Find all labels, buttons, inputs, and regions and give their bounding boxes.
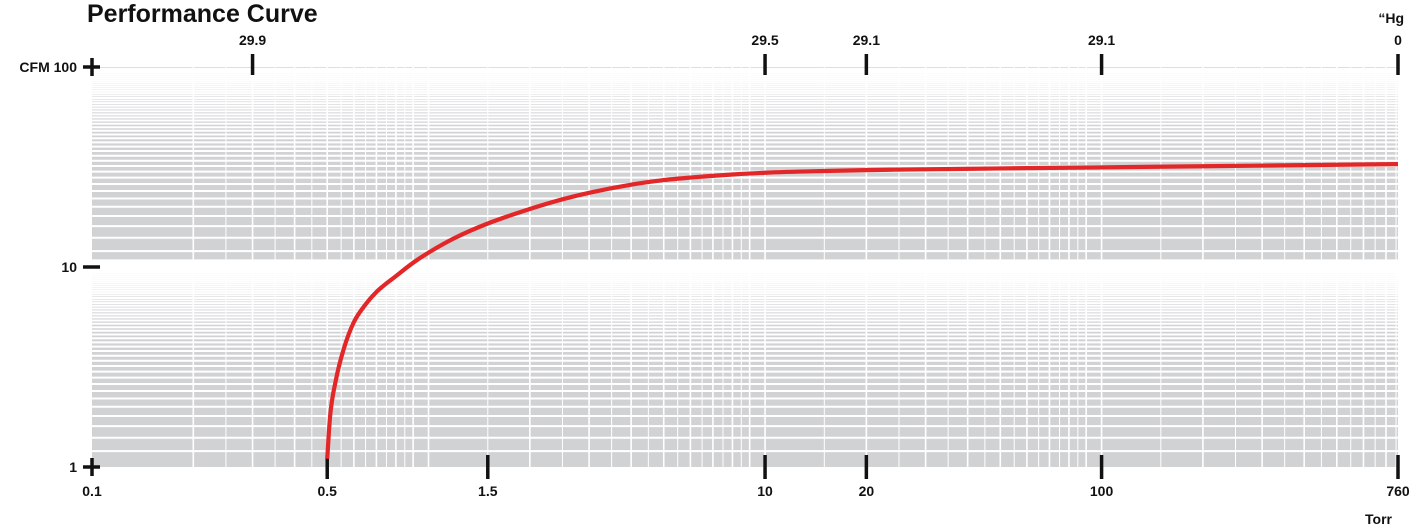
- top-tick-label: 29.9: [239, 32, 266, 48]
- y-tick-label: 1: [69, 459, 77, 475]
- top-tick-label: 0: [1394, 32, 1402, 48]
- top-tick-label: 29.1: [1088, 32, 1115, 48]
- x-tick-label: 0.5: [317, 483, 337, 499]
- curve-line: [325, 161, 1399, 459]
- x-tick-label: 20: [859, 483, 875, 499]
- top-tick-label: 29.5: [751, 32, 778, 48]
- x-tick-label: 100: [1090, 483, 1114, 499]
- x-tick-label: 1.5: [478, 483, 498, 499]
- top-tick-label: 29.1: [853, 32, 880, 48]
- axis-ticks: 0.1 0.5 1.5 10 20 100 760 29.9 29.5 29.1 29.1 0 1 10 C…: [19, 32, 1409, 499]
- x-tick-label: 10: [757, 483, 773, 499]
- grid-lines: [92, 67, 1398, 467]
- x-axis-unit-label: Torr: [1365, 511, 1393, 525]
- y-tick-label: CFM 100: [19, 59, 77, 75]
- chart-title: Performance Curve: [87, 0, 318, 28]
- top-axis-unit-label: “Hg: [1378, 10, 1404, 26]
- x-tick-label: 760: [1386, 483, 1410, 499]
- y-tick-label: 10: [61, 259, 77, 275]
- performance-curve: [325, 161, 1399, 459]
- x-tick-label: 0.1: [82, 483, 102, 499]
